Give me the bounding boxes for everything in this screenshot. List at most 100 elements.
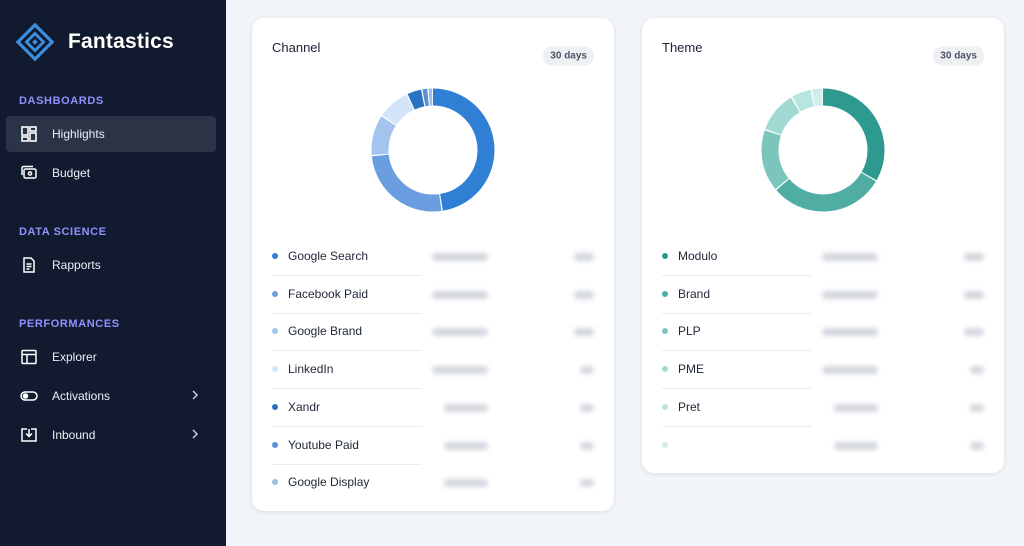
section-title-performances: PERFORMANCES <box>19 318 120 330</box>
legend-label: Google Search <box>288 249 369 263</box>
legend-dot <box>272 479 278 486</box>
legend-dot <box>662 290 668 297</box>
obscured-percentage <box>574 253 594 261</box>
donut-segment[interactable] <box>371 88 495 212</box>
legend-row[interactable]: LinkedIn <box>272 351 422 390</box>
legend-row[interactable]: Brand <box>662 276 812 314</box>
card-title: Theme <box>662 40 703 55</box>
donut-segment[interactable] <box>371 88 495 212</box>
obscured-percentage <box>580 479 594 488</box>
legend-label: Google Brand <box>288 324 363 339</box>
legend-row[interactable]: Xandr <box>272 389 422 427</box>
sidebar-item-label: Explorer <box>52 350 97 364</box>
legend-row[interactable]: Google Search <box>272 238 422 276</box>
legend-row[interactable]: Facebook Paid <box>272 276 422 314</box>
sidebar-item-label: Inbound <box>52 428 96 442</box>
legend-row[interactable]: Google Display <box>272 464 422 502</box>
obscured-value <box>444 403 488 412</box>
row-divider <box>662 388 812 390</box>
toggle-icon <box>20 387 38 405</box>
obscured-value <box>834 403 878 412</box>
sidebar-item-budget[interactable]: Budget <box>6 155 216 191</box>
legend-dot <box>272 403 278 410</box>
legend-dot <box>272 366 278 373</box>
legend-dot <box>272 328 278 335</box>
sidebar-item-label: Highlights <box>52 127 105 141</box>
obscured-value <box>822 253 878 261</box>
legend-row[interactable]: PLP <box>662 313 812 352</box>
inbox-download-icon <box>20 426 38 444</box>
obscured-percentage <box>964 253 984 261</box>
sidebar-item-label: Activations <box>52 389 111 403</box>
legend-row[interactable]: PME <box>662 351 812 390</box>
legend-dot <box>272 290 278 297</box>
card-title: Channel <box>272 40 321 55</box>
obscured-percentage <box>964 290 984 299</box>
obscured-percentage <box>964 328 984 337</box>
sidebar: Fantastics DASHBOARDS Highlights Budget … <box>0 0 226 546</box>
obscured-percentage <box>580 441 594 450</box>
donut-segment[interactable] <box>371 88 495 212</box>
theme-card: Theme 30 days Modulo Brand PLP PME Pret <box>642 18 1004 473</box>
legend-row[interactable]: Pret <box>662 389 812 427</box>
section-title-dashboards: DASHBOARDS <box>19 95 104 107</box>
obscured-value <box>444 441 488 450</box>
theme-donut-chart <box>761 88 885 212</box>
legend-label: Pret <box>678 399 701 414</box>
obscured-value <box>444 479 488 488</box>
sidebar-item-explorer[interactable]: Explorer <box>6 339 216 375</box>
legend-row[interactable]: Modulo <box>662 238 812 276</box>
sidebar-item-rapports[interactable]: Rapports <box>6 247 216 283</box>
table-layout-icon <box>20 348 38 366</box>
donut-segment[interactable] <box>761 88 885 212</box>
donut-segment[interactable] <box>761 88 885 212</box>
legend-label: PLP <box>678 324 701 339</box>
legend-label: Brand <box>678 286 711 301</box>
legend-dot <box>662 403 668 410</box>
legend-label: Facebook Paid <box>288 286 369 301</box>
legend-row[interactable] <box>662 427 812 465</box>
sidebar-item-highlights[interactable]: Highlights <box>6 116 216 152</box>
obscured-percentage <box>970 366 984 375</box>
obscured-value <box>432 328 488 337</box>
obscured-percentage <box>580 403 594 412</box>
row-divider <box>272 425 422 427</box>
sidebar-item-inbound[interactable]: Inbound <box>6 417 216 453</box>
dashboard-grid-icon <box>20 125 38 143</box>
legend-label: Xandr <box>288 399 321 414</box>
section-title-data-science: DATA SCIENCE <box>19 226 107 238</box>
channel-card: Channel 30 days Google Search Facebook Pa… <box>252 18 614 511</box>
row-divider <box>662 312 812 314</box>
obscured-value <box>432 366 488 375</box>
legend-label: PME <box>678 362 705 377</box>
row-divider <box>272 463 422 465</box>
legend-dot <box>662 328 668 335</box>
obscured-value <box>822 290 878 299</box>
period-badge[interactable]: 30 days <box>543 46 594 66</box>
obscured-percentage <box>580 366 594 375</box>
legend-row[interactable]: Youtube Paid <box>272 427 422 465</box>
logo-icon <box>16 23 54 61</box>
obscured-percentage <box>970 441 984 450</box>
sidebar-item-activations[interactable]: Activations <box>6 378 216 414</box>
brand[interactable]: Fantastics <box>16 22 174 62</box>
chevron-right-icon[interactable] <box>188 388 202 402</box>
legend-dot <box>662 366 668 373</box>
donut-segment[interactable] <box>761 88 885 212</box>
chevron-right-icon[interactable] <box>188 427 202 441</box>
row-divider <box>272 388 422 390</box>
sidebar-item-label: Budget <box>52 166 91 180</box>
period-badge[interactable]: 30 days <box>933 46 984 66</box>
legend-row[interactable]: Google Brand <box>272 313 422 352</box>
row-divider <box>662 275 812 276</box>
legend-label: Modulo <box>678 249 718 263</box>
legend-label: Google Display <box>288 475 370 490</box>
legend-label: Youtube Paid <box>288 437 359 452</box>
brand-name: Fantastics <box>68 30 174 53</box>
obscured-value <box>834 441 878 450</box>
obscured-percentage <box>574 328 594 337</box>
row-divider <box>662 350 812 352</box>
row-divider <box>272 350 422 352</box>
legend-label: LinkedIn <box>288 362 334 377</box>
obscured-value <box>432 253 488 261</box>
